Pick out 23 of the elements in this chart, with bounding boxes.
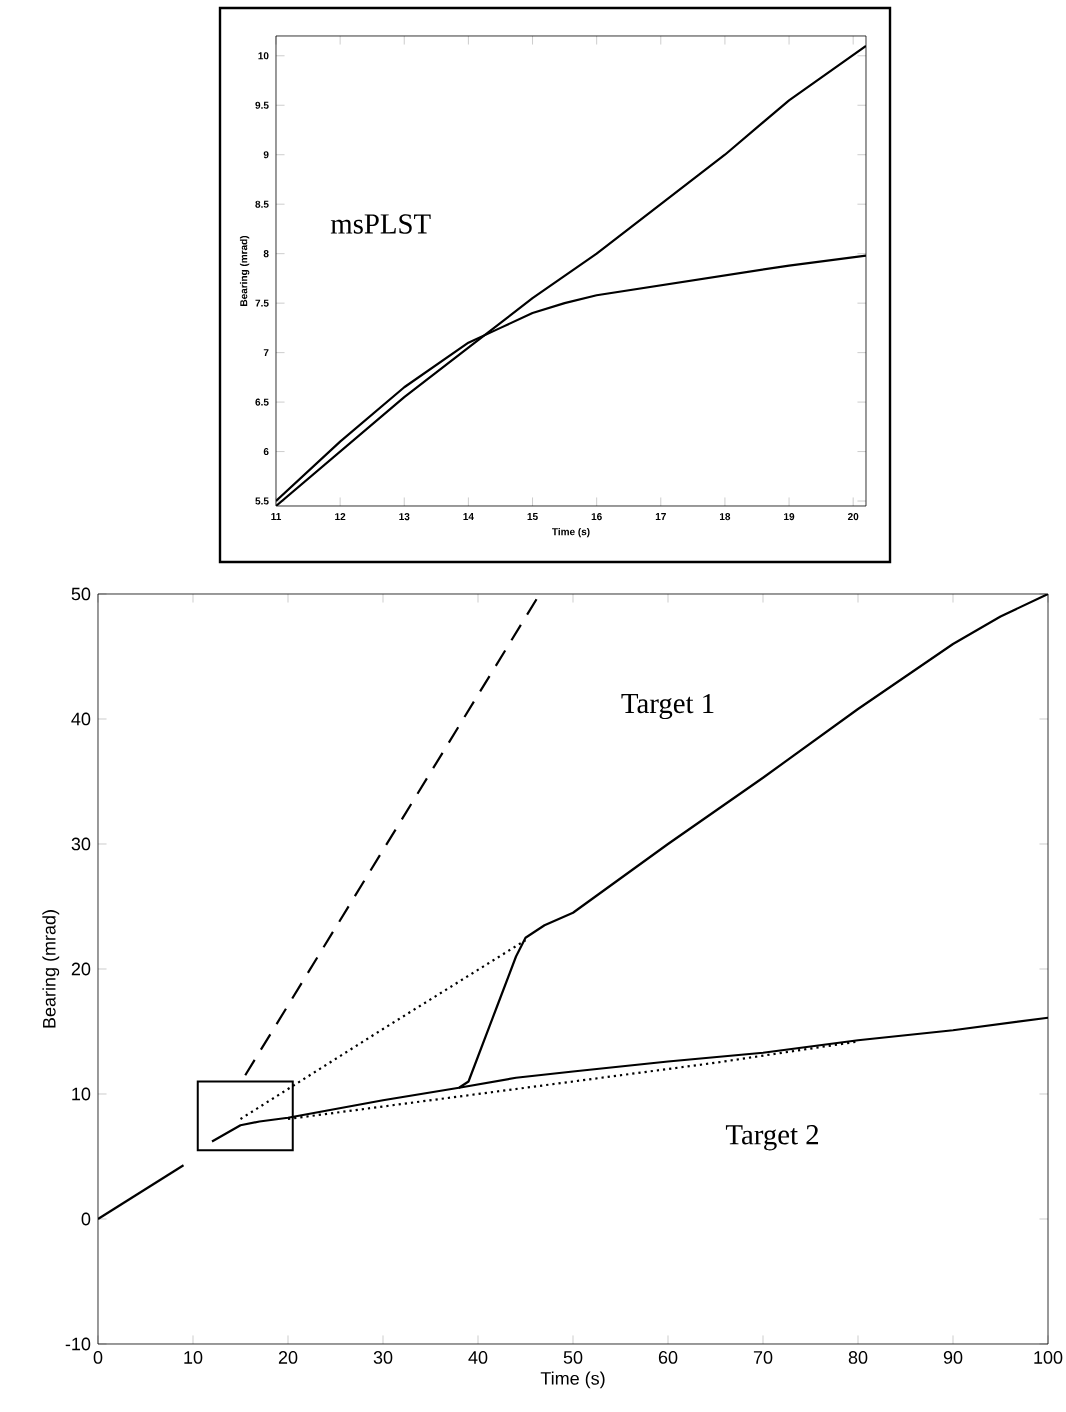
y-tick-label: 30 [71, 837, 91, 851]
y-tick-label: 10 [72, 1087, 91, 1101]
x-tick-label: 70 [753, 1351, 773, 1364]
x-tick-label: 60 [658, 1351, 678, 1364]
y-tick-label: 40 [71, 712, 91, 726]
y-tick-label: 0 [81, 1212, 91, 1226]
y-tick-label: -10 [65, 1337, 91, 1351]
x-tick-label: 0 [93, 1351, 103, 1364]
y-tick-label: 20 [71, 962, 91, 976]
x-axis-title: Time (s) [540, 1371, 605, 1389]
x-tick-label: 100 [1034, 1351, 1063, 1364]
annotation: msPLST [330, 214, 431, 234]
x-tick-label: 90 [943, 1351, 963, 1364]
annotation: Target 2 [725, 1125, 819, 1151]
x-tick-label: 50 [563, 1351, 583, 1364]
x-tick-label: 30 [373, 1351, 393, 1364]
annotation: Target 1 [621, 693, 714, 720]
x-tick-label: 20 [278, 1351, 298, 1364]
y-tick-label: 50 [71, 587, 91, 601]
x-tick-label: 10 [184, 1351, 203, 1364]
x-tick-label: 40 [468, 1351, 488, 1364]
y-axis-title: Bearing (mrad) [42, 910, 60, 1028]
x-tick-label: 80 [848, 1351, 868, 1364]
